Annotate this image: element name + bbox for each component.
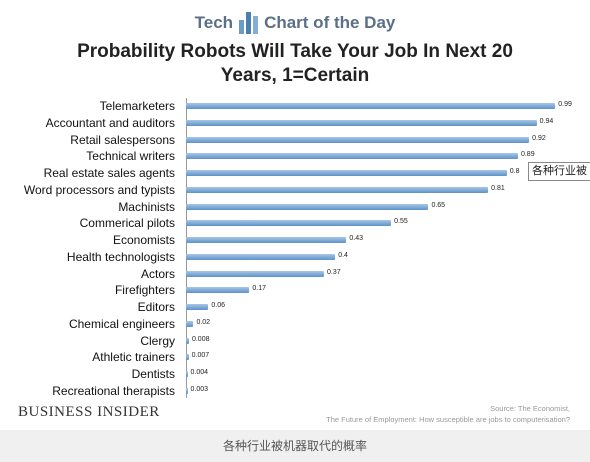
value-label: 0.003 bbox=[190, 385, 209, 393]
header-chart-of-day-label: Chart of the Day bbox=[264, 13, 396, 32]
value-label: 0.06 bbox=[211, 302, 225, 309]
bar bbox=[186, 337, 189, 344]
value-label: 0.008 bbox=[191, 335, 210, 343]
category-label: Technical writers bbox=[86, 149, 175, 164]
source-line-1: Source: The Economist, bbox=[490, 404, 570, 413]
bar bbox=[186, 136, 530, 143]
y-axis-line bbox=[186, 98, 187, 398]
business-insider-logo: BUSINESS INSIDER bbox=[18, 404, 160, 420]
chart-frame: Tech Chart of the Day Probability Robots… bbox=[0, 8, 590, 425]
chart-header: Tech Chart of the Day bbox=[0, 8, 590, 38]
value-label: 0.99 bbox=[558, 101, 572, 108]
category-label: Telemarketers bbox=[99, 99, 175, 113]
category-label: Commerical pilots bbox=[79, 216, 175, 231]
bar bbox=[186, 354, 189, 361]
value-label: 0.004 bbox=[190, 369, 209, 376]
value-label: 0.37 bbox=[327, 268, 341, 276]
bar bbox=[186, 186, 489, 193]
category-label: Actors bbox=[140, 266, 175, 281]
category-label: Health technologists bbox=[66, 249, 175, 264]
category-label: Machinists bbox=[118, 199, 175, 214]
chart-title: Probability Robots Will Take Your Job In… bbox=[77, 41, 513, 86]
tooltip: 各种行业被 bbox=[528, 162, 590, 181]
value-label: 0.92 bbox=[532, 134, 546, 142]
bar-chart-logo-icon bbox=[239, 12, 259, 34]
category-label: Real estate sales agents bbox=[43, 166, 175, 180]
value-label: 0.007 bbox=[191, 352, 210, 360]
source-line-2: The Future of Employment: How susceptibl… bbox=[326, 415, 570, 424]
value-label: 0.02 bbox=[196, 318, 211, 326]
bar bbox=[186, 371, 188, 377]
category-label: Dentists bbox=[131, 367, 175, 381]
bar bbox=[186, 253, 336, 260]
bar bbox=[186, 387, 188, 394]
category-label: Retail salespersons bbox=[70, 132, 175, 147]
category-label: Clergy bbox=[140, 333, 175, 348]
category-label: Accountant and auditors bbox=[45, 115, 175, 130]
category-label: Recreational therapists bbox=[52, 383, 175, 398]
value-label: 0.65 bbox=[431, 201, 446, 209]
bar bbox=[186, 287, 250, 294]
category-label: Economists bbox=[112, 233, 175, 247]
header-tech-label: Tech bbox=[194, 13, 234, 32]
category-label: Firefighters bbox=[114, 283, 175, 298]
bar bbox=[186, 153, 518, 160]
bar bbox=[186, 304, 209, 310]
value-label: 0.89 bbox=[520, 151, 535, 159]
value-label: 0.17 bbox=[252, 285, 267, 293]
bar bbox=[186, 220, 392, 227]
image-caption: 各种行业被机器取代的概率 bbox=[0, 430, 590, 462]
value-label: 0.55 bbox=[394, 218, 408, 226]
value-label: 0.81 bbox=[491, 184, 505, 192]
bar bbox=[186, 170, 507, 176]
category-label: Editors bbox=[137, 300, 175, 314]
bar bbox=[186, 237, 347, 243]
value-label: 0.43 bbox=[349, 235, 363, 242]
source-note: Source: The Economist, The Future of Emp… bbox=[326, 403, 570, 425]
category-label: Word processors and typists bbox=[23, 182, 175, 197]
bar bbox=[186, 320, 194, 327]
value-label: 0.94 bbox=[539, 117, 554, 125]
bar bbox=[186, 103, 556, 109]
bar bbox=[186, 119, 537, 126]
value-label: 0.4 bbox=[338, 251, 348, 259]
category-label: Athletic trainers bbox=[92, 350, 175, 365]
bar bbox=[186, 270, 324, 277]
value-label: 0.8 bbox=[509, 168, 520, 175]
category-label: Chemical engineers bbox=[68, 316, 175, 331]
bar bbox=[186, 203, 429, 210]
